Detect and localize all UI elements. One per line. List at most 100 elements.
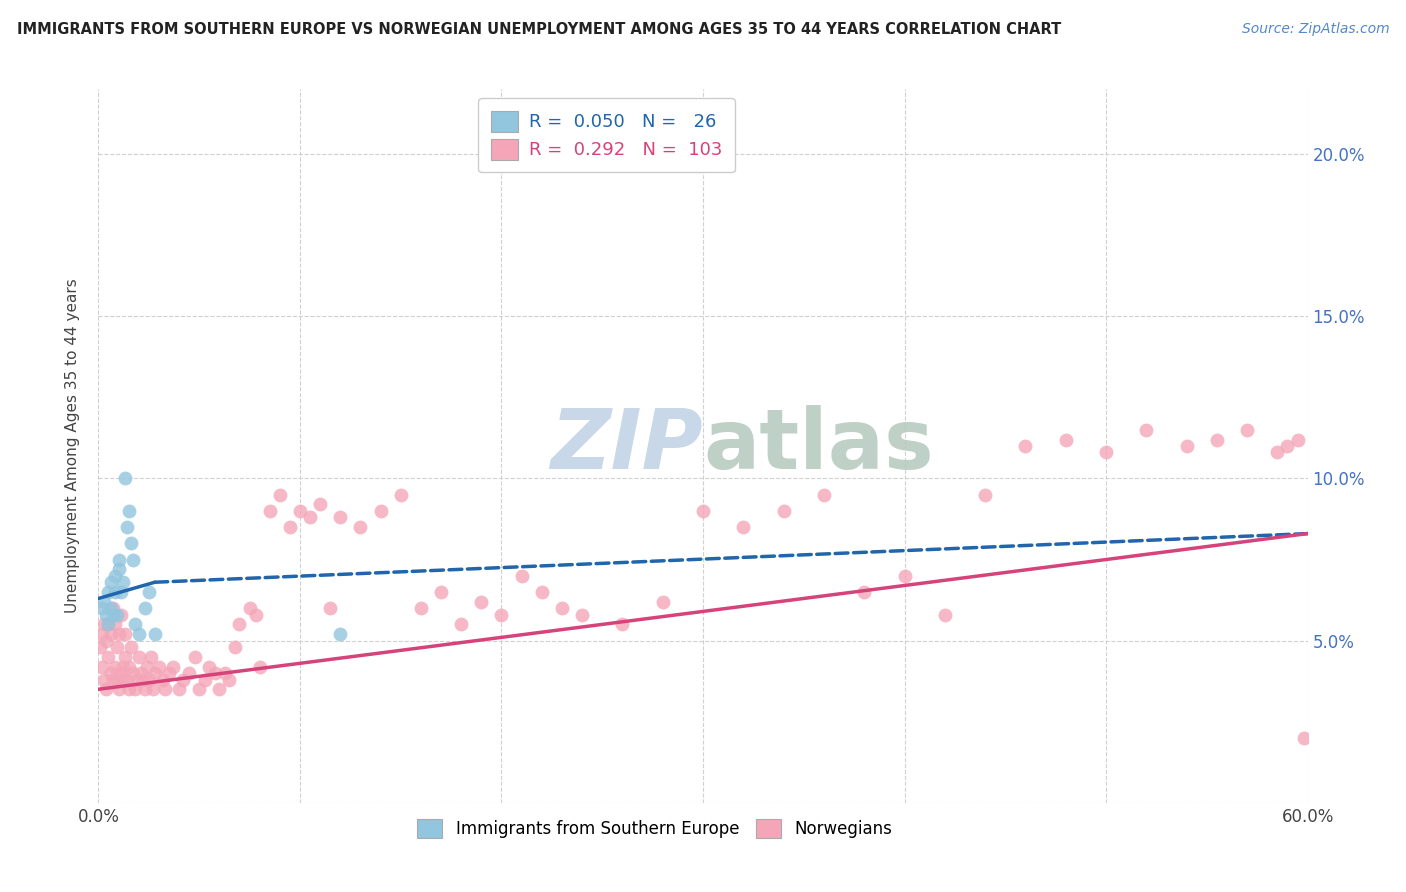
Point [893, 568, 915, 582]
Point [571, 607, 593, 622]
Point [934, 607, 956, 622]
Point [389, 488, 412, 502]
Point [269, 488, 291, 502]
Point [105, 607, 128, 622]
Point [349, 520, 371, 534]
Point [143, 666, 166, 681]
Point [101, 601, 124, 615]
Point [93, 617, 115, 632]
Point [1095, 445, 1118, 459]
Point [103, 585, 125, 599]
Point [194, 673, 217, 687]
Point [103, 617, 125, 632]
Point [309, 497, 332, 511]
Point [1292, 731, 1315, 745]
Point [1054, 433, 1077, 447]
Point [115, 673, 138, 687]
Point [249, 659, 271, 673]
Point [103, 568, 125, 582]
Text: atlas: atlas [703, 406, 934, 486]
Point [1206, 433, 1229, 447]
Point [96, 607, 118, 622]
Point [299, 510, 322, 524]
Point [813, 488, 835, 502]
Point [100, 666, 122, 681]
Point [329, 627, 352, 641]
Point [107, 682, 129, 697]
Point [470, 595, 492, 609]
Point [138, 585, 160, 599]
Point [612, 617, 634, 632]
Point [93, 595, 115, 609]
Point [853, 585, 876, 599]
Point [96, 633, 118, 648]
Point [152, 673, 174, 687]
Point [218, 673, 240, 687]
Point [91, 659, 114, 673]
Point [179, 666, 201, 681]
Point [214, 666, 236, 681]
Point [288, 504, 311, 518]
Point [124, 682, 146, 697]
Point [105, 673, 128, 687]
Point [97, 617, 120, 632]
Point [278, 520, 301, 534]
Point [114, 627, 136, 641]
Point [692, 504, 714, 518]
Point [135, 659, 157, 673]
Point [120, 640, 142, 654]
Point [132, 673, 155, 687]
Point [101, 673, 124, 687]
Point [1175, 439, 1198, 453]
Point [1014, 439, 1036, 453]
Point [208, 682, 231, 697]
Point [134, 682, 156, 697]
Point [259, 504, 281, 518]
Point [121, 552, 143, 566]
Point [162, 659, 184, 673]
Point [134, 601, 156, 615]
Point [228, 617, 250, 632]
Point [107, 562, 129, 576]
Point [370, 504, 392, 518]
Point [198, 659, 221, 673]
Point [733, 520, 755, 534]
Point [772, 504, 794, 518]
Point [120, 536, 142, 550]
Point [110, 585, 132, 599]
Point [103, 659, 125, 673]
Point [110, 607, 132, 622]
Point [114, 649, 136, 664]
Point [100, 627, 122, 641]
Point [1286, 433, 1309, 447]
Point [138, 673, 160, 687]
Point [319, 601, 342, 615]
Point [167, 682, 190, 697]
Point [115, 520, 138, 534]
Point [97, 585, 120, 599]
Point [1267, 445, 1289, 459]
Point [551, 601, 574, 615]
Point [204, 666, 226, 681]
Point [491, 607, 513, 622]
Point [128, 627, 150, 641]
Point [409, 601, 432, 615]
Point [245, 607, 267, 622]
Point [93, 673, 115, 687]
Point [974, 488, 997, 502]
Text: Source: ZipAtlas.com: Source: ZipAtlas.com [1241, 22, 1389, 37]
Point [188, 682, 211, 697]
Point [184, 649, 207, 664]
Point [157, 666, 180, 681]
Point [153, 682, 176, 697]
Point [111, 659, 134, 673]
Point [118, 682, 141, 697]
Point [329, 510, 352, 524]
Y-axis label: Unemployment Among Ages 35 to 44 years: Unemployment Among Ages 35 to 44 years [65, 278, 80, 614]
Point [100, 575, 122, 590]
Point [96, 682, 118, 697]
Point [91, 627, 114, 641]
Point [91, 601, 114, 615]
Text: IMMIGRANTS FROM SOUTHERN EUROPE VS NORWEGIAN UNEMPLOYMENT AMONG AGES 35 TO 44 YE: IMMIGRANTS FROM SOUTHERN EUROPE VS NORWE… [17, 22, 1062, 37]
Point [110, 666, 132, 681]
